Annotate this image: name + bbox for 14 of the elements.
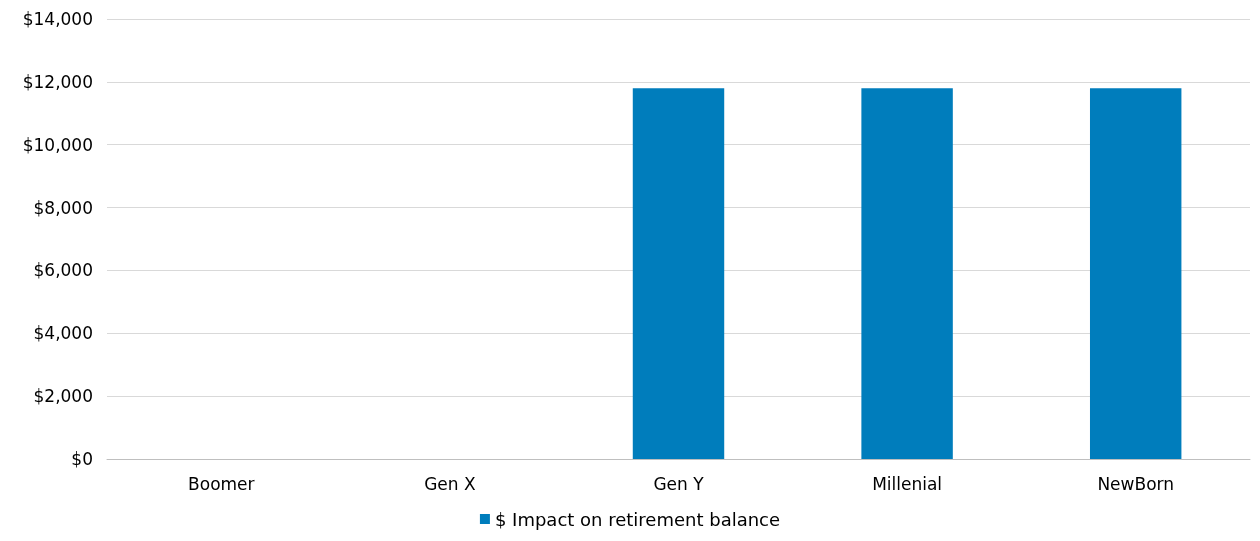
- legend-label: $ Impact on retirement balance: [494, 508, 781, 530]
- x-tick-label: Boomer: [188, 473, 255, 494]
- y-tick-label: $8,000: [33, 197, 93, 218]
- y-tick-label: $2,000: [33, 386, 93, 407]
- x-tick-label: Gen Y: [653, 473, 705, 494]
- y-tick-label: $12,000: [22, 71, 93, 92]
- y-tick-label: $10,000: [22, 134, 93, 155]
- x-tick-label: Millenial: [872, 473, 943, 494]
- y-tick-label: $4,000: [33, 323, 93, 344]
- y-tick-label: $0: [71, 449, 93, 469]
- y-tick-label: $14,000: [22, 9, 93, 29]
- x-tick-label: NewBorn: [1097, 473, 1174, 494]
- y-tick-label: $6,000: [33, 260, 93, 281]
- x-tick-label: Gen X: [424, 473, 476, 494]
